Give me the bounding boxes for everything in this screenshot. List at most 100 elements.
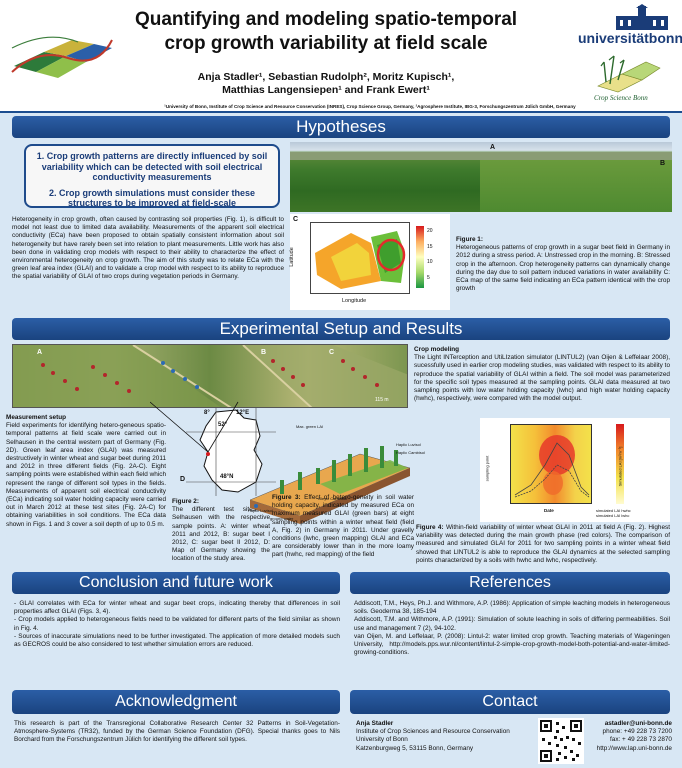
map-lat-48: 48°N — [220, 474, 234, 480]
crop-modeling-title: Crop modeling — [414, 346, 460, 353]
experimental-banner: Experimental Setup and Results — [12, 318, 670, 340]
acknowledgment-banner: Acknowledgment — [12, 690, 340, 714]
figure-2-title: Figure 2: — [172, 498, 199, 505]
figure-3-caption-text: Effect of hetero-geneity in soil water h… — [272, 494, 414, 559]
figure-1-label-b: B — [660, 160, 666, 167]
conclusion-list: - GLAI correlates with ECa for winter wh… — [14, 600, 340, 649]
qr-code-icon[interactable] — [538, 718, 584, 764]
figure-3-soil-label-2: Haplic Cambisol — [396, 450, 425, 455]
figure-3-title: Figure 3: — [272, 494, 301, 501]
hypotheses-banner: Hypotheses — [12, 116, 670, 138]
contact-web-link[interactable]: http://www.lap.uni-bonn.de — [596, 744, 672, 752]
figure-2-aerial-photo: A B C 115 m — [12, 344, 408, 408]
affiliations: ¹University of Bonn, Institute of Crop S… — [164, 104, 576, 109]
figure-2-caption-text: The different test sites at Selhausen wi… — [172, 506, 270, 563]
hypothesis-2: 2. Crop growth simulations must consider… — [48, 187, 256, 209]
poster-title: Quantifying and modeling spatio-temporal… — [120, 8, 532, 56]
crop-science-logo-text: Crop Science Bonn — [594, 94, 648, 102]
figure-1-caption: Figure 1: Heterogeneous patterns of crop… — [456, 236, 670, 293]
figure-3-soil-label-3: Gleyic Cambisol — [318, 496, 347, 501]
figure-1-axis-y: Latitude — [288, 247, 295, 267]
authors-line-2: Matthias Langensiepen¹ and Frank Ewert¹ — [222, 84, 430, 96]
figure-1-axis-x: Longitude — [342, 298, 367, 304]
colorbar-tick-15: 15 — [427, 243, 433, 250]
university-logo-text: universitätbonn — [578, 30, 682, 46]
figure-1-eca-map: C Latitude 20 15 10 5 Longitude — [288, 214, 450, 310]
measurement-setup-body: Field experiments for identifying hetero… — [6, 422, 166, 528]
conclusion-banner: Conclusion and future work — [12, 572, 340, 594]
figure-4-caption-text: Within-field variability of winter wheat… — [416, 524, 670, 564]
poster-header: Quantifying and modeling spatio-temporal… — [0, 0, 682, 113]
figure-2-label-d: D — [180, 476, 186, 483]
contact-institute: Institute of Crop Sciences and Resource … — [356, 728, 510, 736]
colorbar-tick-20: 20 — [427, 228, 433, 234]
figure-4-legend-lwhc: simulated LAI lwhc — [596, 513, 630, 518]
hypotheses-body: Heterogeneity in crop growth, often caus… — [12, 216, 284, 281]
map-lon-8: 8° — [204, 410, 210, 416]
reference-item: Addiscott, T.M., Heys, Ph.J. and Withmor… — [354, 600, 670, 616]
figure-2-scale: 115 m — [375, 397, 389, 403]
conclusion-item: - Sources of inaccurate simulations need… — [14, 632, 340, 649]
title-line-2: crop growth variability at field scale — [164, 33, 488, 54]
reference-item: van Oijen, M. and Leffelaar, P. (2008): … — [354, 632, 670, 657]
map-lon-12: 12°E — [236, 410, 250, 416]
contact-street: Katzenburgweg 5, 53115 Bonn, Germany — [356, 744, 474, 752]
authors-line-1: Anja Stadler¹, Sebastian Rudolph², Morit… — [197, 71, 455, 83]
figure-2-caption: Figure 2: The different test sites at Se… — [172, 498, 270, 564]
contact-details: astadler@uni-bonn.de phone: +49 228 73 7… — [584, 720, 672, 753]
figure-1-photo-a: A B — [290, 142, 672, 212]
title-line-1: Quantifying and modeling spatio-temporal — [134, 9, 518, 30]
map-lat-52: 52° — [218, 422, 228, 428]
acknowledgment-body: This research is part of the Transregion… — [14, 720, 340, 744]
figure-2-connector-lines — [150, 401, 239, 453]
figure-2-label-c: C — [329, 349, 335, 356]
figure-3-soil-label-5: ground water — [270, 516, 294, 521]
figure-4-caption: Figure 4: Within-field variability of wi… — [416, 524, 670, 565]
university-building-icon — [616, 4, 668, 30]
figure-1-label-c: C — [293, 216, 299, 223]
figure-3-soil-label-1: Haplic Luvisol — [396, 442, 421, 447]
figure-3-field-model — [240, 440, 414, 526]
contact-fax: fax: + 49 228 73 2870 — [609, 736, 672, 744]
conclusion-item: - GLAI correlates with ECa for winter wh… — [14, 600, 340, 616]
figure-4-axis-x: Date — [544, 508, 554, 513]
figure-4-legend: simulated LAI hwhc simulated LAI lwhc — [596, 508, 631, 518]
figure-1-title: Figure 1: — [456, 236, 483, 243]
measurement-setup: Measurement setup Field experiments for … — [6, 414, 166, 529]
references-banner: References — [350, 572, 670, 594]
field-logo-icon — [11, 36, 113, 78]
colorbar-tick-10: 10 — [427, 259, 433, 265]
figure-4-heatmap: sampling point Date Simulated LAI [m²m⁻²… — [480, 418, 670, 522]
contact-address: Anja Stadler Institute of Crop Sciences … — [356, 720, 536, 753]
figure-2-label-a: A — [37, 349, 43, 356]
figure-4-legend-hwhc: simulated LAI hwhc — [596, 508, 631, 513]
contact-university: University of Bonn — [356, 736, 408, 744]
colorbar-tick-5: 5 — [427, 274, 430, 281]
figure-3-soil-label-4: Haplic Luvisol — [248, 508, 273, 513]
figure-1-colorbar — [416, 226, 424, 288]
reference-item: Addiscott, T.M. and Withmore, A.P. (1991… — [354, 616, 670, 632]
figure-4-axis-y: sampling point — [484, 455, 490, 482]
crop-science-logo-icon — [597, 55, 661, 93]
contact-banner: Contact — [350, 690, 670, 714]
figure-1-caption-text: Heterogeneous patterns of crop growth in… — [456, 244, 670, 293]
author-list: Anja Stadler¹, Sebastian Rudolph², Morit… — [120, 71, 532, 97]
figure-4-colorbar — [616, 424, 624, 504]
hypotheses-box: 1. Crop growth patterns are directly inf… — [24, 144, 280, 208]
measurement-setup-title: Measurement setup — [6, 414, 67, 421]
figure-1-label-a: A — [490, 144, 496, 151]
figure-4-title: Figure 4: — [416, 524, 444, 531]
figure-4-axis-y2: Simulated LAI [m²m⁻²] — [617, 446, 623, 487]
conclusion-item: - Crop models applied to heterogeneous f… — [14, 616, 340, 632]
contact-phone: phone: +49 228 73 7200 — [602, 728, 672, 736]
figure-2-label-b: B — [261, 349, 267, 356]
hypothesis-1: 1. Crop growth patterns are directly inf… — [36, 151, 268, 182]
contact-email-link[interactable]: astadler@uni-bonn.de — [604, 720, 672, 727]
figure-3-legend-label: Max. green LAI — [296, 424, 324, 429]
references-list: Addiscott, T.M., Heys, Ph.J. and Withmor… — [354, 600, 670, 657]
figure-2-germany-map: 8° 12°E 52° 48°N D — [180, 406, 276, 496]
figure-3-caption: Figure 3: Effect of hetero-geneity in so… — [272, 494, 414, 560]
crop-modeling-body: The Light INTerception and UtiLIzation s… — [414, 354, 670, 403]
crop-modeling: Crop modeling The Light INTerception and… — [414, 346, 670, 403]
contact-name: Anja Stadler — [356, 720, 394, 727]
